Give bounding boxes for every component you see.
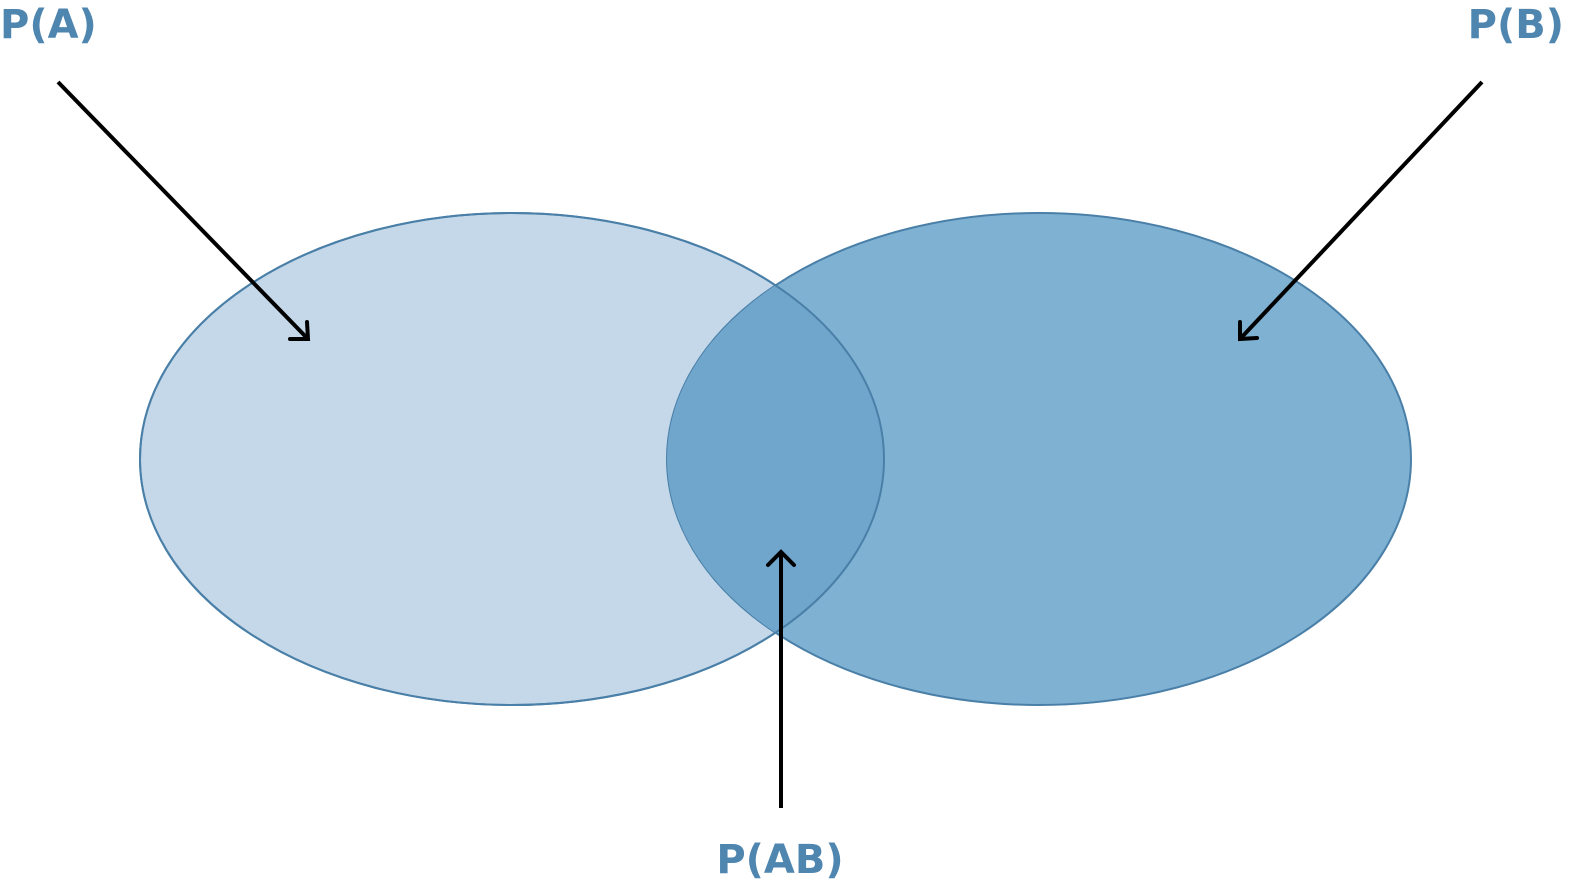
- arrow-to-intersection: [766, 549, 796, 808]
- label-p-b: P(B): [1468, 2, 1564, 48]
- set-a-outline: [139, 212, 885, 706]
- label-p-a: P(A): [0, 2, 97, 48]
- arrow-to-a: [56, 80, 311, 341]
- arrow-to-b: [1238, 80, 1484, 342]
- label-p-ab: P(AB): [716, 837, 843, 883]
